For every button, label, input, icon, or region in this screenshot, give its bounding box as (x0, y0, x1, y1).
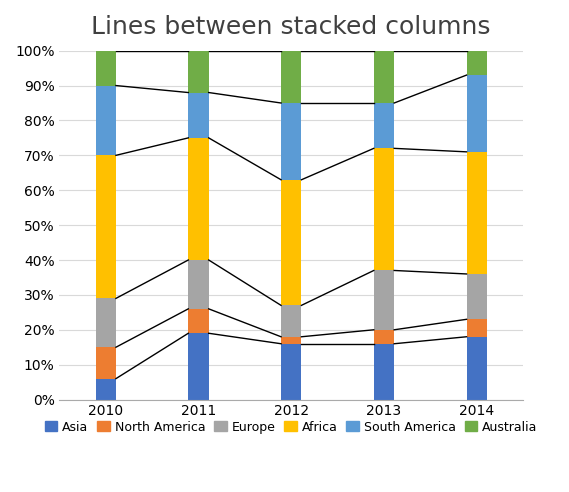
Bar (467, 51, 487, 75)
Bar (374, 271, 394, 330)
Bar (188, 309, 209, 333)
Bar (96, 86, 116, 155)
Title: Lines between stacked columns: Lines between stacked columns (92, 15, 491, 39)
Bar (467, 75, 487, 152)
Bar (467, 274, 487, 319)
Bar (188, 92, 209, 138)
Bar (374, 51, 394, 103)
Bar (281, 51, 302, 103)
Bar (374, 344, 394, 400)
Bar (467, 319, 487, 337)
Bar (188, 260, 209, 309)
Bar (281, 103, 302, 180)
Bar (96, 155, 116, 298)
Bar (467, 337, 487, 400)
Bar (281, 180, 302, 306)
Bar (188, 51, 209, 92)
Legend: Asia, North America, Europe, Africa, South America, Australia: Asia, North America, Europe, Africa, Sou… (40, 416, 543, 439)
Bar (374, 149, 394, 271)
Bar (96, 51, 116, 86)
Bar (374, 103, 394, 149)
Bar (467, 152, 487, 274)
Bar (188, 138, 209, 260)
Bar (96, 347, 116, 379)
Bar (281, 344, 302, 400)
Bar (374, 330, 394, 344)
Bar (281, 337, 302, 344)
Bar (188, 333, 209, 400)
Bar (96, 298, 116, 347)
Bar (281, 306, 302, 337)
Bar (96, 379, 116, 400)
